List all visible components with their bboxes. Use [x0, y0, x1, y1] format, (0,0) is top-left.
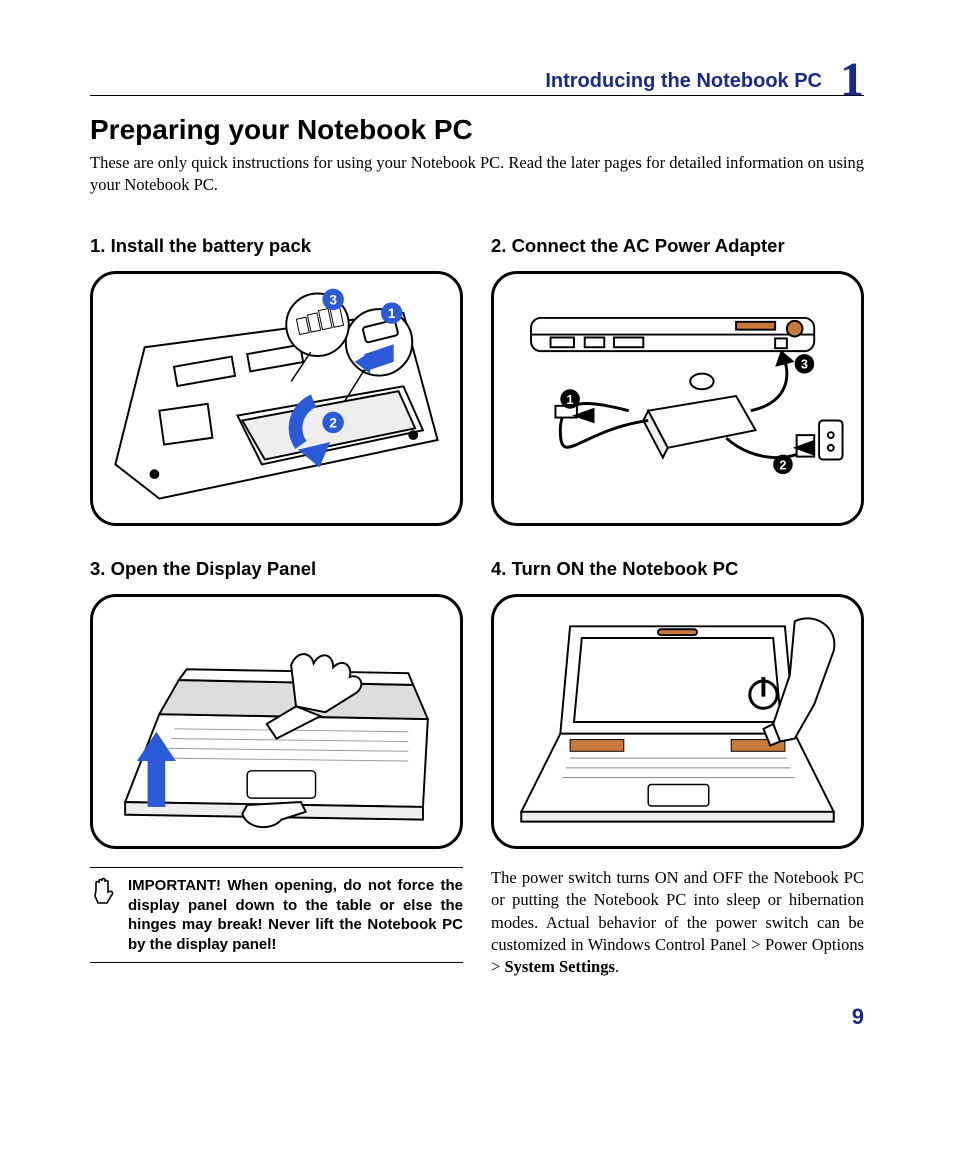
chapter-number: 1 [840, 58, 864, 101]
callout-2: 2 [779, 458, 786, 472]
callout-3: 3 [329, 292, 337, 307]
section-name: Introducing the Notebook PC [545, 70, 822, 93]
power-desc-post: . [615, 957, 619, 976]
important-note: IMPORTANT! When opening, do not force th… [90, 867, 463, 963]
callout-1: 1 [388, 306, 396, 321]
step-4: 4. Turn ON the Notebook PC [491, 558, 864, 978]
chapter-header: Introducing the Notebook PC 1 [90, 50, 864, 96]
power-description: The power switch turns ON and OFF the No… [491, 867, 864, 978]
step-2-heading: 2. Connect the AC Power Adapter [491, 235, 864, 257]
important-note-text: IMPORTANT! When opening, do not force th… [128, 876, 463, 954]
hand-stop-icon [90, 876, 118, 954]
page-number: 9 [90, 1004, 864, 1030]
steps-grid: 1. Install the battery pack [90, 235, 864, 978]
step-4-heading: 4. Turn ON the Notebook PC [491, 558, 864, 580]
step-3-heading: 3. Open the Display Panel [90, 558, 463, 580]
step-1: 1. Install the battery pack [90, 235, 463, 526]
step-4-illustration [491, 594, 864, 849]
step-2: 2. Connect the AC Power Adapter [491, 235, 864, 526]
step-3-illustration [90, 594, 463, 849]
callout-3: 3 [801, 358, 808, 372]
page-title: Preparing your Notebook PC [90, 114, 864, 146]
step-2-illustration: 1 2 3 [491, 271, 864, 526]
step-1-illustration: 1 2 3 [90, 271, 463, 526]
callout-1: 1 [567, 393, 574, 407]
step-1-heading: 1. Install the battery pack [90, 235, 463, 257]
intro-paragraph: These are only quick instructions for us… [90, 152, 864, 195]
callout-2: 2 [329, 415, 337, 430]
power-desc-bold: System Settings [504, 957, 614, 976]
step-3: 3. Open the Display Panel [90, 558, 463, 978]
